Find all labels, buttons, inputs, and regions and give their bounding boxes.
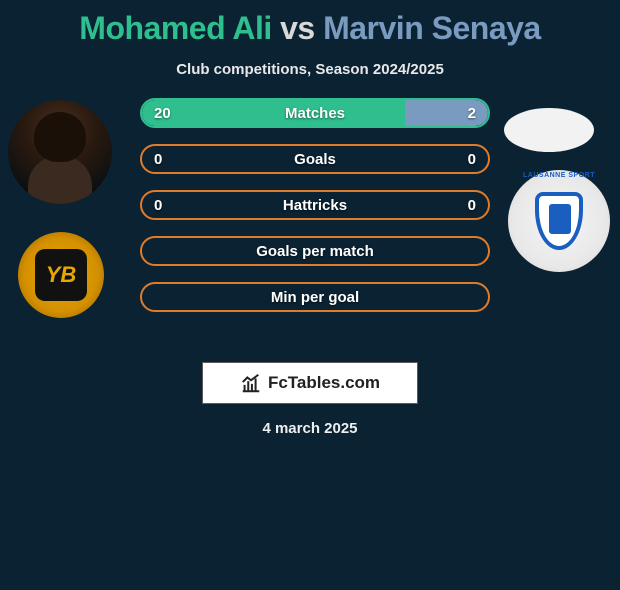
player2-club-badge: LAUSANNE SPORT	[508, 170, 610, 272]
bar-chart-icon	[240, 372, 262, 394]
stat-label: Goals	[142, 151, 488, 168]
club-right-arc-text: LAUSANNE SPORT	[512, 172, 606, 179]
stat-bar: 00Hattricks	[140, 190, 490, 220]
footer-brand-text: FcTables.com	[268, 373, 380, 393]
shield-icon	[535, 192, 583, 250]
stat-label: Matches	[142, 105, 488, 122]
player2-avatar	[504, 108, 594, 152]
stat-bar: 202Matches	[140, 98, 490, 128]
player1-club-badge: YB	[18, 232, 104, 318]
vs-text: vs	[280, 10, 315, 46]
stat-label: Goals per match	[142, 243, 488, 260]
player2-name: Marvin Senaya	[323, 10, 541, 46]
player1-avatar	[8, 100, 112, 204]
stat-bar: Goals per match	[140, 236, 490, 266]
player1-name: Mohamed Ali	[79, 10, 271, 46]
stat-bar: 00Goals	[140, 144, 490, 174]
footer-brand[interactable]: FcTables.com	[202, 362, 418, 404]
stat-label: Hattricks	[142, 197, 488, 214]
stat-bars: 202Matches 00Goals 00Hattricks Goals per ma…	[140, 98, 490, 328]
club-left-text: YB	[35, 249, 87, 301]
page-title: Mohamed Ali vs Marvin Senaya	[0, 10, 620, 47]
stat-bar: Min per goal	[140, 282, 490, 312]
stat-label: Min per goal	[142, 289, 488, 306]
subtitle: Club competitions, Season 2024/2025	[0, 61, 620, 78]
date-text: 4 march 2025	[0, 420, 620, 437]
